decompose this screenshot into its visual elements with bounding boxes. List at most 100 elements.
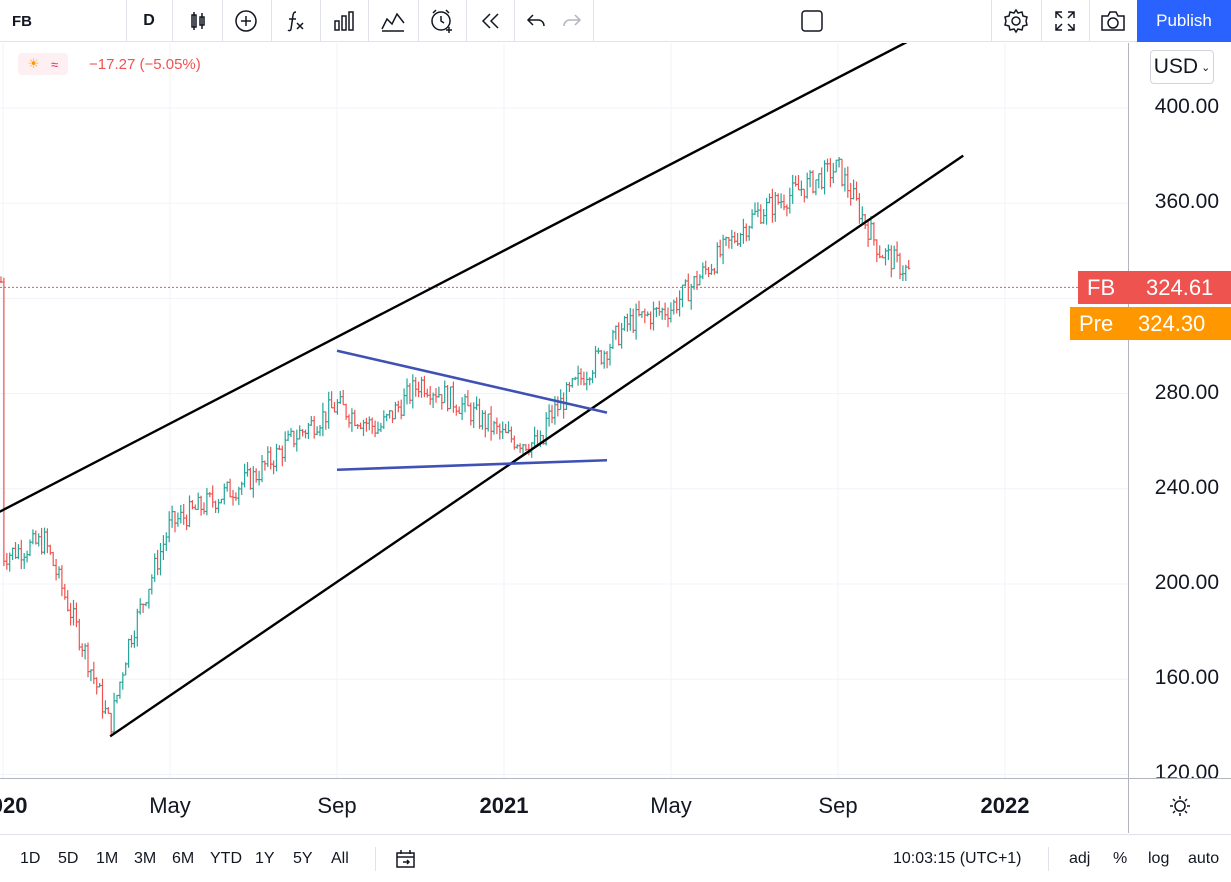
ohlc-bar <box>196 492 200 511</box>
ohlc-bar <box>83 643 87 660</box>
scale-option-log[interactable]: log <box>1148 850 1170 867</box>
ohlc-bar <box>225 481 229 492</box>
ohlc-bar <box>710 263 713 275</box>
ohlc-bar <box>678 290 682 317</box>
sun-icon: ☀ <box>27 56 40 71</box>
ohlc-bar <box>161 535 165 561</box>
ohlc-bar <box>495 417 499 435</box>
ohlc-bar <box>379 422 383 432</box>
ohlc-bar <box>48 544 52 555</box>
ohlc-bar <box>643 308 647 324</box>
range-button-5y[interactable]: 5Y <box>293 850 313 867</box>
ohlc-bar <box>173 510 177 533</box>
fullscreen-icon <box>1055 11 1075 31</box>
range-button-5d[interactable]: 5D <box>58 850 79 867</box>
ohlc-bar <box>707 266 711 278</box>
range-button-1m[interactable]: 1M <box>96 850 119 867</box>
ohlc-bar <box>524 444 528 452</box>
ohlc-bar <box>66 590 70 612</box>
ohlc-bar <box>51 551 55 567</box>
ohlc-bar <box>826 158 829 172</box>
scale-option-adj[interactable]: adj <box>1069 850 1091 867</box>
ohlc-bar <box>275 443 278 472</box>
ohlc-bar <box>886 244 890 260</box>
ohlc-bar <box>338 391 342 404</box>
settings-button[interactable] <box>994 0 1038 42</box>
time-label: May <box>149 793 191 818</box>
ohlc-bar <box>86 642 90 678</box>
ohlc-bar <box>179 504 183 524</box>
currency-selector[interactable]: USD ⌄ <box>1150 50 1214 84</box>
indicators-button[interactable] <box>274 0 316 42</box>
ohlc-bar <box>623 316 626 331</box>
range-button-1d[interactable]: 1D <box>20 850 41 867</box>
chart-type-button[interactable] <box>371 0 415 42</box>
symbol-search-button[interactable]: FB <box>0 0 44 42</box>
ohlc-bar <box>188 495 191 528</box>
redo-button[interactable] <box>554 0 590 42</box>
bar-style-button[interactable] <box>178 0 218 42</box>
alert-button[interactable] <box>421 0 463 42</box>
ohlc-bar <box>849 182 853 206</box>
time-axis[interactable]: 2020 May Sep 2021 May Sep 2022 <box>0 778 1128 833</box>
ohlc-bar <box>492 420 496 435</box>
price-scale[interactable]: 400.00360.00320.00280.00240.00200.00160.… <box>1128 43 1231 833</box>
scale-option-auto[interactable]: auto <box>1188 850 1220 867</box>
bars-chart-icon <box>334 11 354 31</box>
ohlc-bar <box>205 488 209 516</box>
chart-pane[interactable] <box>0 43 1128 778</box>
clock[interactable]: 10:03:15 (UTC+1) <box>893 835 1022 882</box>
ohlc-bar <box>898 252 902 280</box>
ohlc-bar <box>478 398 481 429</box>
ohlc-bar <box>396 400 400 413</box>
ohlc-bar <box>860 206 864 224</box>
ohlc-bar <box>109 712 113 738</box>
ohlc-bar <box>356 424 360 429</box>
compare-button[interactable] <box>225 0 267 42</box>
range-button-6m[interactable]: 6M <box>172 850 195 867</box>
range-button-3m[interactable]: 3M <box>134 850 157 867</box>
ohlc-bar <box>248 467 252 490</box>
snapshot-button[interactable] <box>1091 0 1135 42</box>
ohlc-bar <box>234 492 238 501</box>
ohlc-bar <box>16 544 20 560</box>
range-button-1y[interactable]: 1Y <box>255 850 275 867</box>
alert-clock-icon <box>431 9 452 33</box>
wave-icon: ≈ <box>51 56 59 72</box>
ohlc-bar <box>683 279 687 287</box>
ohlc-bar <box>101 678 104 719</box>
ohlc-bar <box>318 424 322 437</box>
undo-button[interactable] <box>518 0 554 42</box>
ohlc-bar <box>576 365 580 386</box>
ohlc-bar <box>730 229 734 249</box>
range-button-all[interactable]: All <box>331 850 349 867</box>
legend-icons[interactable]: ☀ ≈ <box>18 53 68 75</box>
ohlc-bar <box>127 638 131 668</box>
date-range-button[interactable] <box>394 835 418 882</box>
ohlc-bar <box>167 511 171 543</box>
ohlc-bar <box>788 187 792 214</box>
ohlc-bar <box>231 489 235 506</box>
replay-button[interactable] <box>469 0 511 42</box>
templates-button[interactable] <box>323 0 365 42</box>
ohlc-bar <box>608 343 612 366</box>
ohlc-bar <box>559 389 563 411</box>
fullscreen-button[interactable] <box>1043 0 1087 42</box>
ohlc-bar <box>176 512 180 527</box>
ohlc-bar <box>689 283 693 310</box>
legend: ☀ ≈ −17.27 (−5.05%) <box>18 53 201 75</box>
ohlc-bar <box>376 421 380 435</box>
ohlc-bar <box>518 443 522 453</box>
scale-option-percent[interactable]: % <box>1113 850 1128 867</box>
ohlc-bar <box>791 174 795 204</box>
interval-button[interactable]: D <box>127 0 171 42</box>
layout-button[interactable] <box>790 0 834 42</box>
axis-settings-button[interactable] <box>1128 778 1231 833</box>
ohlc-bar <box>515 444 519 449</box>
ohlc-bars <box>0 156 911 738</box>
publish-button[interactable]: Publish <box>1137 0 1231 42</box>
range-button-ytd[interactable]: YTD <box>210 850 242 867</box>
ohlc-bar <box>721 234 725 265</box>
ohlc-bar <box>562 392 566 419</box>
price-label: 160.00 <box>1154 666 1219 690</box>
